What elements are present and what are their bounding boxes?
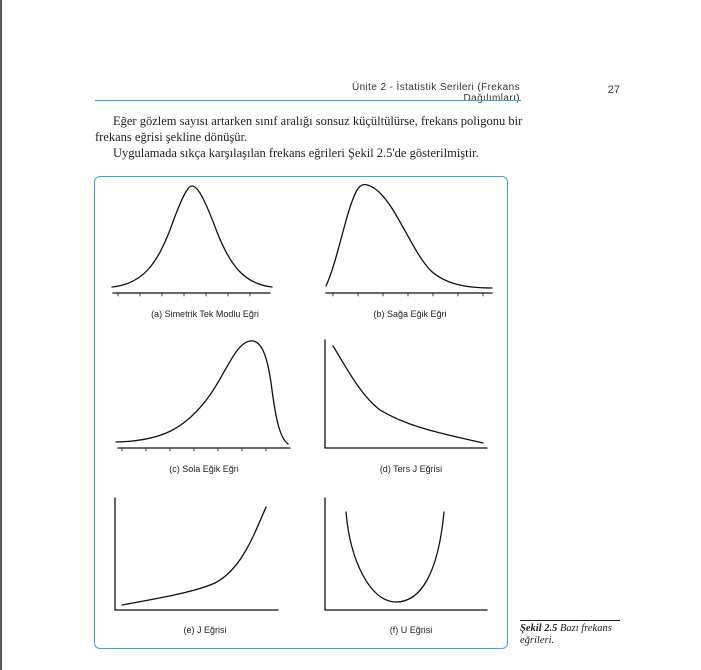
panel-f-u-curve: (f) U Eğrisi (324, 497, 488, 635)
frequency-curve (325, 183, 493, 289)
frequency-curve (115, 340, 289, 445)
panel-caption: (d) Ters J Eğrisi (380, 464, 442, 474)
paragraph: Eğer gözlem sayısı artarken sınıf aralığ… (95, 114, 523, 144)
figure-box (94, 176, 508, 649)
axis-ticks (121, 447, 267, 452)
panel-d-reverse-j: (d) Ters J Eğrisi (324, 339, 488, 474)
panel-caption: (b) Sağa Eğik Eğri (373, 309, 446, 319)
figure-caption: Şekil 2.5 Bazı frekans eğrileri. (520, 623, 630, 647)
panel-e-j-curve: (e) J Eğrisi (114, 497, 279, 635)
page-edge-rule (0, 0, 2, 670)
figure-caption-rule (520, 620, 620, 621)
panel-a-symmetric: (a) Simetrik Tek Modlu Eğri (111, 185, 273, 319)
body-text: Eğer gözlem sayısı artarken sınıf aralığ… (95, 113, 525, 161)
axis-ticks (117, 292, 251, 297)
panel-caption: (e) J Eğrisi (183, 625, 226, 635)
frequency-curve (111, 185, 273, 288)
figure-caption-text: Bazı frekans eğrileri. (520, 623, 612, 646)
panel-caption: (c) Sola Eğik Eğri (169, 464, 239, 474)
panel-c-left-skewed: (c) Sola Eğik Eğri (115, 340, 291, 474)
figure-number: Şekil 2.5 (520, 623, 558, 634)
panel-caption: (f) U Eğrisi (390, 625, 433, 635)
paragraph: Uygulamada sıkça karşılaşılan frekans eğ… (113, 146, 479, 160)
panel-caption: (a) Simetrik Tek Modlu Eğri (151, 309, 259, 319)
frequency-curve (332, 345, 484, 444)
page-number: 27 (607, 84, 620, 96)
running-head: Ünite 2 - İstatistik Serileri (Frekans D… (351, 82, 520, 104)
frequency-curve (345, 511, 445, 603)
frequency-curve (121, 506, 267, 606)
header-rule (95, 100, 521, 101)
panel-b-right-skewed: (b) Sağa Eğik Eğri (325, 183, 493, 319)
axis-ticks (332, 292, 484, 297)
